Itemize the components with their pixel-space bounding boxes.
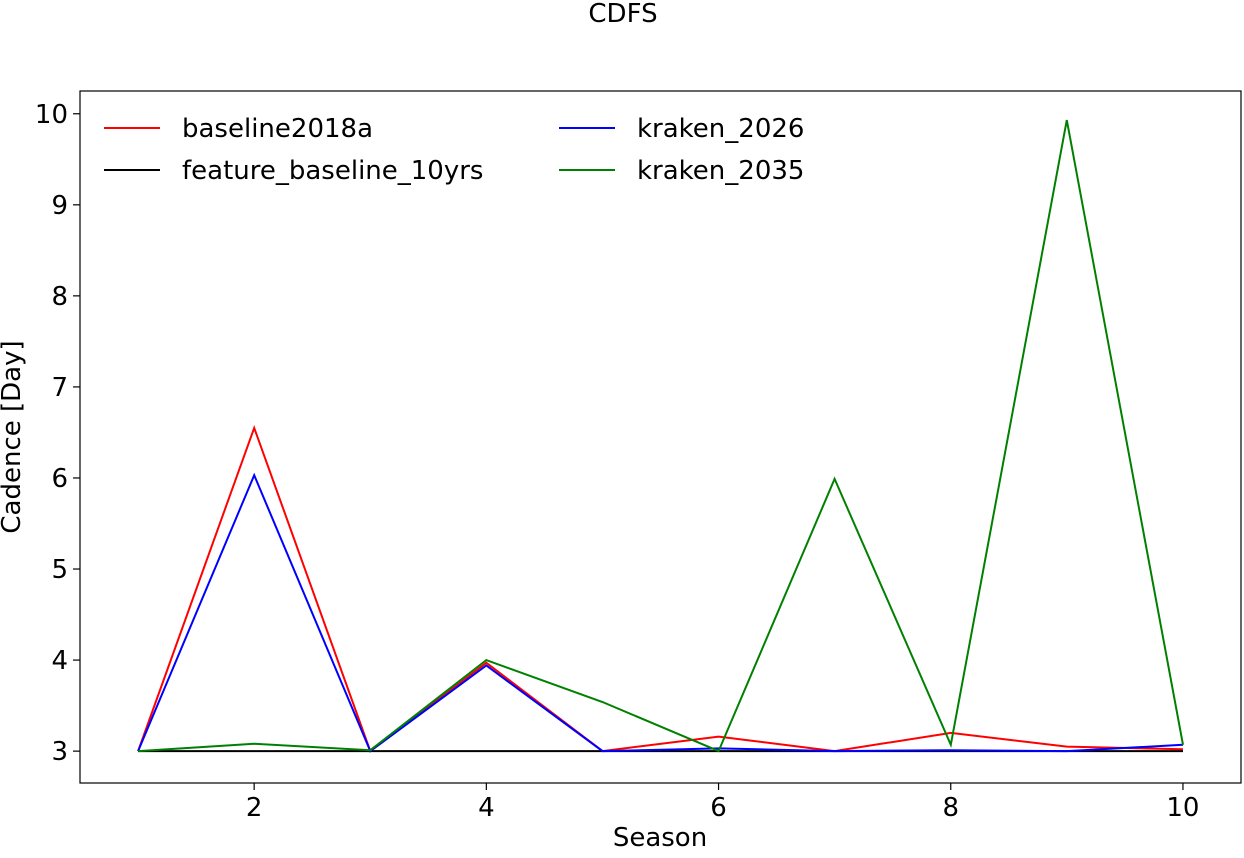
y-tick-label: 9 [51, 191, 68, 221]
legend-label: kraken_2035 [637, 156, 804, 186]
x-tick-label: 6 [710, 793, 727, 823]
x-axis-ticks: 2 4 6 8 10 [246, 783, 1199, 823]
x-tick-label: 8 [942, 793, 959, 823]
y-tick-label: 8 [51, 282, 68, 312]
y-tick-label: 10 [35, 100, 68, 130]
legend: baseline2018a feature_baseline_10yrs krake… [104, 114, 804, 186]
series-line-baseline2018a [137, 424, 1184, 753]
y-axis-ticks: 3 4 5 6 7 8 9 10 [35, 100, 80, 767]
x-axis-label: Season [613, 823, 707, 853]
x-tick-label: 2 [246, 793, 263, 823]
legend-label: baseline2018a [182, 114, 373, 144]
y-tick-label: 5 [51, 555, 68, 585]
legend-label: kraken_2026 [637, 114, 804, 144]
y-axis-label: Cadence [Day] [0, 340, 27, 533]
y-tick-label: 7 [51, 373, 68, 403]
plot-area-frame [79, 90, 1242, 784]
x-tick-label: 10 [1166, 793, 1199, 823]
chart-title: CDFS [588, 0, 657, 29]
series-line-kraken-2026 [137, 472, 1184, 753]
legend-label: feature_baseline_10yrs [182, 156, 483, 186]
y-tick-label: 3 [51, 737, 68, 767]
series-lines [137, 119, 1184, 753]
y-tick-label: 6 [51, 464, 68, 494]
y-tick-label: 4 [51, 646, 68, 676]
series-line-kraken-2035 [138, 119, 1184, 753]
x-tick-label: 4 [478, 793, 495, 823]
